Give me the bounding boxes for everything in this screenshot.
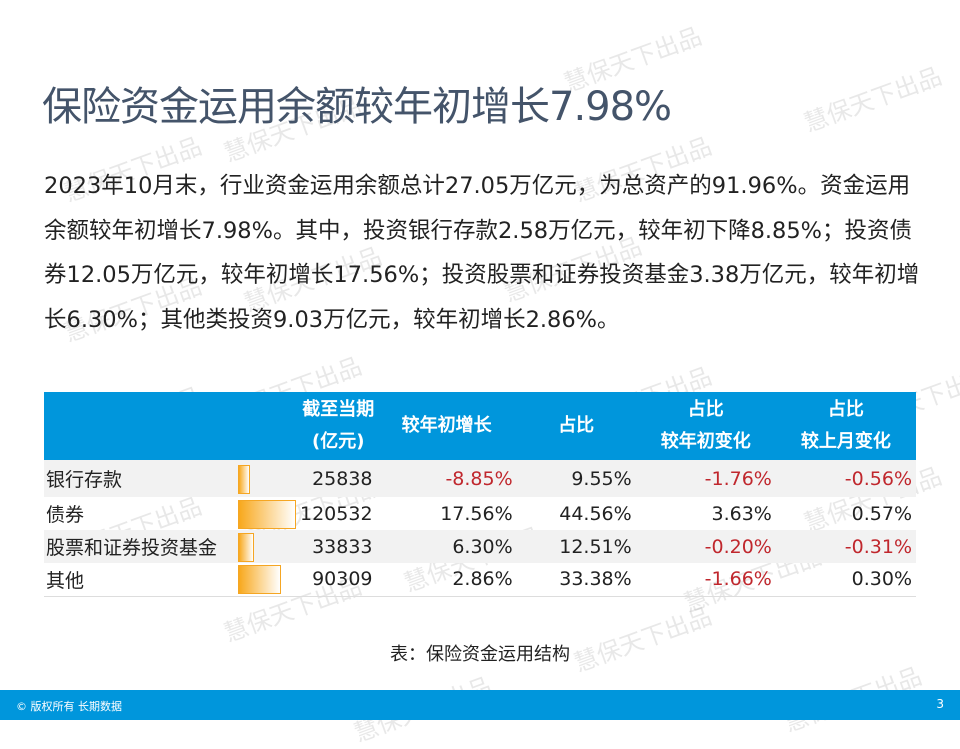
mom-cell: -0.31% [775, 530, 916, 563]
data-bar-cell [238, 460, 300, 497]
data-bar [238, 464, 251, 494]
column-header: 截至当期 (亿元) [300, 392, 377, 460]
row-label: 银行存款 [44, 460, 238, 497]
footer-bar: © 版权所有 长期数据 3 [0, 690, 960, 720]
mom-cell: 0.30% [775, 563, 916, 597]
ytd-cell: -1.76% [635, 460, 776, 497]
summary-paragraph: 2023年10月末，行业资金运用余额总计27.05万亿元，为总资产的91.96%… [44, 173, 920, 333]
row-label: 其他 [44, 563, 238, 597]
page-number: 3 [936, 697, 944, 711]
growth-cell: 6.30% [376, 530, 517, 563]
mom-cell: 0.57% [851, 502, 912, 525]
value-cell: 33833 [300, 530, 377, 563]
ytd-cell: -0.20% [635, 530, 776, 563]
row-label: 股票和证券投资基金 [44, 530, 238, 563]
ytd-cell: -1.66% [635, 563, 776, 597]
ytd-cell: 3.63% [711, 502, 772, 525]
data-bar [238, 565, 282, 595]
column-header: 占比 较上月变化 [775, 392, 916, 460]
data-bar [238, 532, 255, 562]
mom-cell: -0.56% [775, 460, 916, 497]
watermark: 慧保天下出品 [800, 62, 946, 138]
value-cell: 90309 [300, 563, 377, 597]
table-row: 股票和证券投资基金 33833 6.30% 12.51% -0.20% -0.31% [44, 530, 916, 563]
growth-cell: 2.86% [376, 563, 517, 597]
copyright-text: © 版权所有 长期数据 [16, 700, 122, 713]
data-bar-cell [238, 563, 300, 597]
share-cell: 12.51% [516, 530, 636, 563]
share-cell: 9.55% [516, 460, 636, 497]
column-header: 较年初增长 [376, 392, 517, 460]
row-label: 债券 [46, 504, 85, 526]
data-bar-cell [238, 497, 300, 530]
growth-cell: 17.56% [440, 502, 513, 525]
table-caption: 表：保险资金运用结构 [390, 644, 570, 665]
allocation-table: 截至当期 (亿元) 较年初增长 占比 占比 较年初变化 占比 较上月变化 银行存款 25838-… [44, 392, 916, 597]
column-header [44, 392, 300, 460]
page-title: 保险资金运用余额较年初增长7.98% [42, 84, 672, 130]
value-cell: 120532 [300, 502, 373, 525]
share-cell: 44.56% [559, 502, 632, 525]
share-cell: 33.38% [516, 563, 636, 597]
value-cell: 25838 [300, 460, 377, 497]
table-row: 债券 120532 17.56% 44.56% 3.63% 0.57% [44, 497, 916, 530]
column-header: 占比 [516, 392, 636, 460]
watermark: 慧保天下出品 [570, 602, 716, 678]
data-bar [238, 499, 296, 529]
table-row: 其他 90309 2.86% 33.38% -1.66% 0.30% [44, 563, 916, 597]
growth-cell: -8.85% [376, 460, 517, 497]
column-header: 占比 较年初变化 [635, 392, 776, 460]
table-row: 银行存款 25838 -8.85% 9.55% -1.76% -0.56% [44, 460, 916, 497]
data-bar-cell [238, 530, 300, 563]
